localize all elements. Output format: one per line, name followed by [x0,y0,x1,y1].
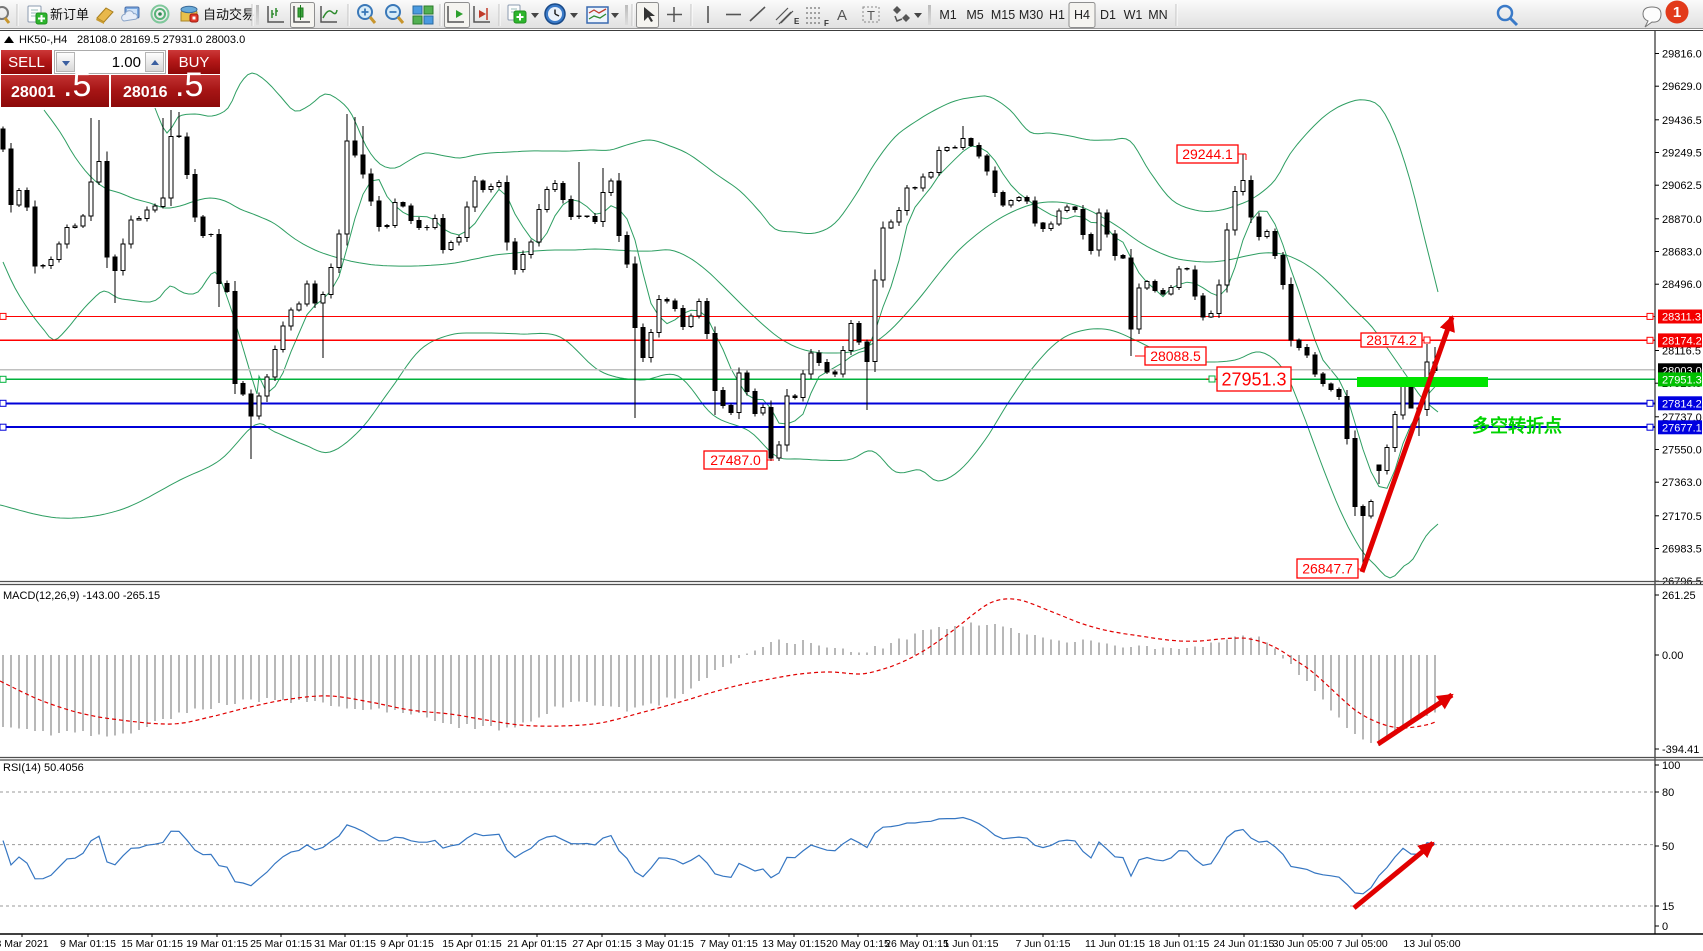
svg-text:13 May 01:15: 13 May 01:15 [762,938,826,950]
svg-text:7 May 01:15: 7 May 01:15 [700,938,758,950]
svg-text:-394.41: -394.41 [1662,744,1699,756]
svg-text:28088.5: 28088.5 [1150,348,1201,364]
svg-text:29629.0: 29629.0 [1662,81,1702,93]
svg-text:1: 1 [1673,4,1681,21]
svg-text:7 Jul 05:00: 7 Jul 05:00 [1336,938,1388,950]
svg-text:MN: MN [1148,8,1167,22]
svg-text:A: A [837,7,847,24]
svg-text:9 Mar 01:15: 9 Mar 01:15 [60,938,116,950]
svg-text:21 Apr 01:15: 21 Apr 01:15 [507,938,567,950]
svg-text:29816.0: 29816.0 [1662,49,1702,61]
svg-text:M1: M1 [939,8,956,22]
svg-text:100: 100 [1662,760,1680,772]
svg-text:30 Jun 05:00: 30 Jun 05:00 [1273,938,1334,950]
svg-text:26796.5: 26796.5 [1662,576,1702,588]
svg-text:15 Apr 01:15: 15 Apr 01:15 [442,938,502,950]
svg-text:9 Apr 01:15: 9 Apr 01:15 [380,938,434,950]
svg-text:15 Mar 01:15: 15 Mar 01:15 [121,938,183,950]
svg-text:15: 15 [1662,901,1674,913]
svg-text:28683.0: 28683.0 [1662,247,1702,259]
svg-text:29249.5: 29249.5 [1662,148,1702,160]
svg-text:13 Jul 05:00: 13 Jul 05:00 [1403,938,1460,950]
svg-text:27 Apr 01:15: 27 Apr 01:15 [572,938,632,950]
svg-text:27487.0: 27487.0 [710,452,761,468]
svg-text:0: 0 [1662,921,1668,933]
svg-text:M5: M5 [966,8,983,22]
svg-text:18 Jun 01:15: 18 Jun 01:15 [1149,938,1210,950]
svg-text:28108.0 28169.5 27931.0 28003.: 28108.0 28169.5 27931.0 28003.0 [77,34,245,46]
svg-text:31 Mar 01:15: 31 Mar 01:15 [314,938,376,950]
svg-text:D1: D1 [1100,8,1116,22]
svg-text:24 Jun 01:15: 24 Jun 01:15 [1214,938,1275,950]
svg-text:HK50-,H4: HK50-,H4 [19,34,67,46]
svg-text:28174.2: 28174.2 [1366,332,1417,348]
svg-text:0.00: 0.00 [1662,650,1683,662]
svg-text:28311.3: 28311.3 [1662,312,1701,324]
svg-text:26 May 01:15: 26 May 01:15 [885,938,949,950]
svg-text:T: T [867,8,875,23]
svg-text:H4: H4 [1074,8,1090,22]
svg-text:80: 80 [1662,787,1674,799]
svg-text:M15: M15 [991,8,1015,22]
svg-text:3 May 01:15: 3 May 01:15 [636,938,694,950]
svg-text:26847.7: 26847.7 [1302,561,1353,577]
svg-text:50: 50 [1662,841,1674,853]
svg-text:多空转折点: 多空转折点 [1472,415,1562,436]
svg-text:新订单: 新订单 [50,7,89,22]
svg-text:E: E [794,17,800,26]
svg-text:8 Mar 2021: 8 Mar 2021 [0,938,49,950]
svg-text:F: F [824,19,829,28]
svg-text:M30: M30 [1019,8,1043,22]
svg-text:H1: H1 [1049,8,1065,22]
svg-text:1 Jun 01:15: 1 Jun 01:15 [944,938,999,950]
svg-text:19 Mar 01:15: 19 Mar 01:15 [186,938,248,950]
svg-text:27677.1: 27677.1 [1662,422,1702,434]
svg-text:MACD(12,26,9) -143.00 -265.15: MACD(12,26,9) -143.00 -265.15 [3,590,160,602]
svg-text:28174.2: 28174.2 [1662,335,1702,347]
svg-text:27363.0: 27363.0 [1662,477,1702,489]
svg-text:261.25: 261.25 [1662,590,1696,602]
svg-text:29244.1: 29244.1 [1182,146,1233,162]
svg-text:28870.0: 28870.0 [1662,214,1702,226]
svg-text:27170.5: 27170.5 [1662,511,1702,523]
svg-text:自动交易: 自动交易 [203,7,255,22]
svg-text:27814.2: 27814.2 [1662,398,1702,410]
svg-text:26983.5: 26983.5 [1662,544,1702,556]
svg-text:RSI(14) 50.4056: RSI(14) 50.4056 [3,762,84,774]
svg-text:27951.3: 27951.3 [1221,369,1286,389]
svg-text:20 May 01:15: 20 May 01:15 [826,938,890,950]
svg-text:27951.3: 27951.3 [1662,374,1702,386]
svg-text:25 Mar 01:15: 25 Mar 01:15 [250,938,312,950]
svg-text:29436.5: 29436.5 [1662,115,1702,127]
svg-text:27550.0: 27550.0 [1662,445,1702,457]
svg-text:W1: W1 [1124,8,1143,22]
svg-text:11 Jun 01:15: 11 Jun 01:15 [1085,938,1145,950]
svg-text:7 Jun 01:15: 7 Jun 01:15 [1016,938,1071,950]
svg-text:29062.5: 29062.5 [1662,180,1702,192]
svg-text:28496.0: 28496.0 [1662,279,1702,291]
svg-text:28116.5: 28116.5 [1662,346,1701,358]
